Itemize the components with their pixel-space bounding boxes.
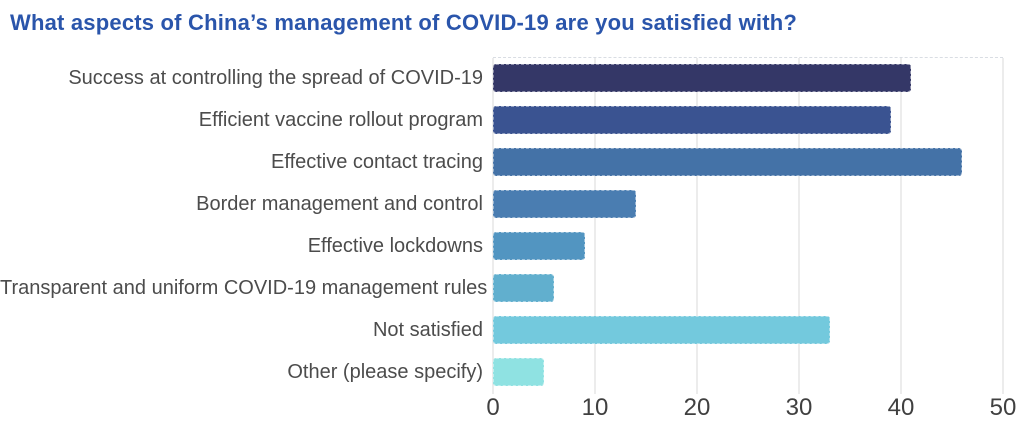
- bar-track: [493, 225, 1003, 267]
- gridline: [492, 58, 494, 394]
- category-label: Transparent and uniform COVID-19 managem…: [0, 277, 488, 299]
- gridline: [696, 58, 698, 394]
- x-tick-label: 20: [683, 394, 711, 421]
- category-label: Success at controlling the spread of COV…: [68, 67, 483, 89]
- bar-track: [493, 183, 1003, 225]
- bar: [493, 274, 555, 302]
- bar-track: [493, 57, 1003, 99]
- gridline: [900, 58, 902, 394]
- bar-row: Efficient vaccine rollout program: [0, 99, 1024, 141]
- plot-area: [492, 57, 1004, 394]
- bar-track: [493, 309, 1003, 351]
- x-tick-label: 10: [581, 394, 609, 421]
- bar-row: Transparent and uniform COVID-19 managem…: [0, 267, 1024, 309]
- bar-row: Border management and control: [0, 183, 1024, 225]
- category-label: Effective contact tracing: [271, 151, 483, 173]
- bar-row: Success at controlling the spread of COV…: [0, 57, 1024, 99]
- bar-row: Other (please specify): [0, 351, 1024, 393]
- bar-track: [493, 267, 1003, 309]
- gridline: [594, 58, 596, 394]
- bar-row: Not satisfied: [0, 309, 1024, 351]
- gridline: [798, 58, 800, 394]
- x-axis: 0 10 20 30 40 50: [486, 394, 1016, 426]
- x-tick-label: 50: [989, 394, 1017, 421]
- category-label: Efficient vaccine rollout program: [198, 109, 483, 131]
- bar-row: Effective contact tracing: [0, 141, 1024, 183]
- x-tick-label: 0: [486, 394, 500, 421]
- x-tick-label: 30: [785, 394, 813, 421]
- bar: [493, 232, 585, 260]
- category-label: Border management and control: [196, 193, 483, 215]
- bar-track: [493, 141, 1003, 183]
- bar-track: [493, 351, 1003, 393]
- bar-row: Effective lockdowns: [0, 225, 1024, 267]
- category-label: Effective lockdowns: [307, 235, 483, 257]
- bar: [493, 148, 963, 176]
- bar-track: [493, 99, 1003, 141]
- bar: [493, 106, 891, 134]
- bar: [493, 316, 830, 344]
- chart-title: What aspects of China’s management of CO…: [10, 10, 798, 35]
- bar: [493, 358, 544, 386]
- x-tick-label: 40: [887, 394, 915, 421]
- category-label: Other (please specify): [287, 361, 483, 383]
- bar-rows: Success at controlling the spread of COV…: [0, 57, 1024, 393]
- category-label: Not satisfied: [372, 319, 483, 341]
- bar: [493, 190, 636, 218]
- gridline: [1002, 58, 1004, 394]
- bar: [493, 64, 912, 92]
